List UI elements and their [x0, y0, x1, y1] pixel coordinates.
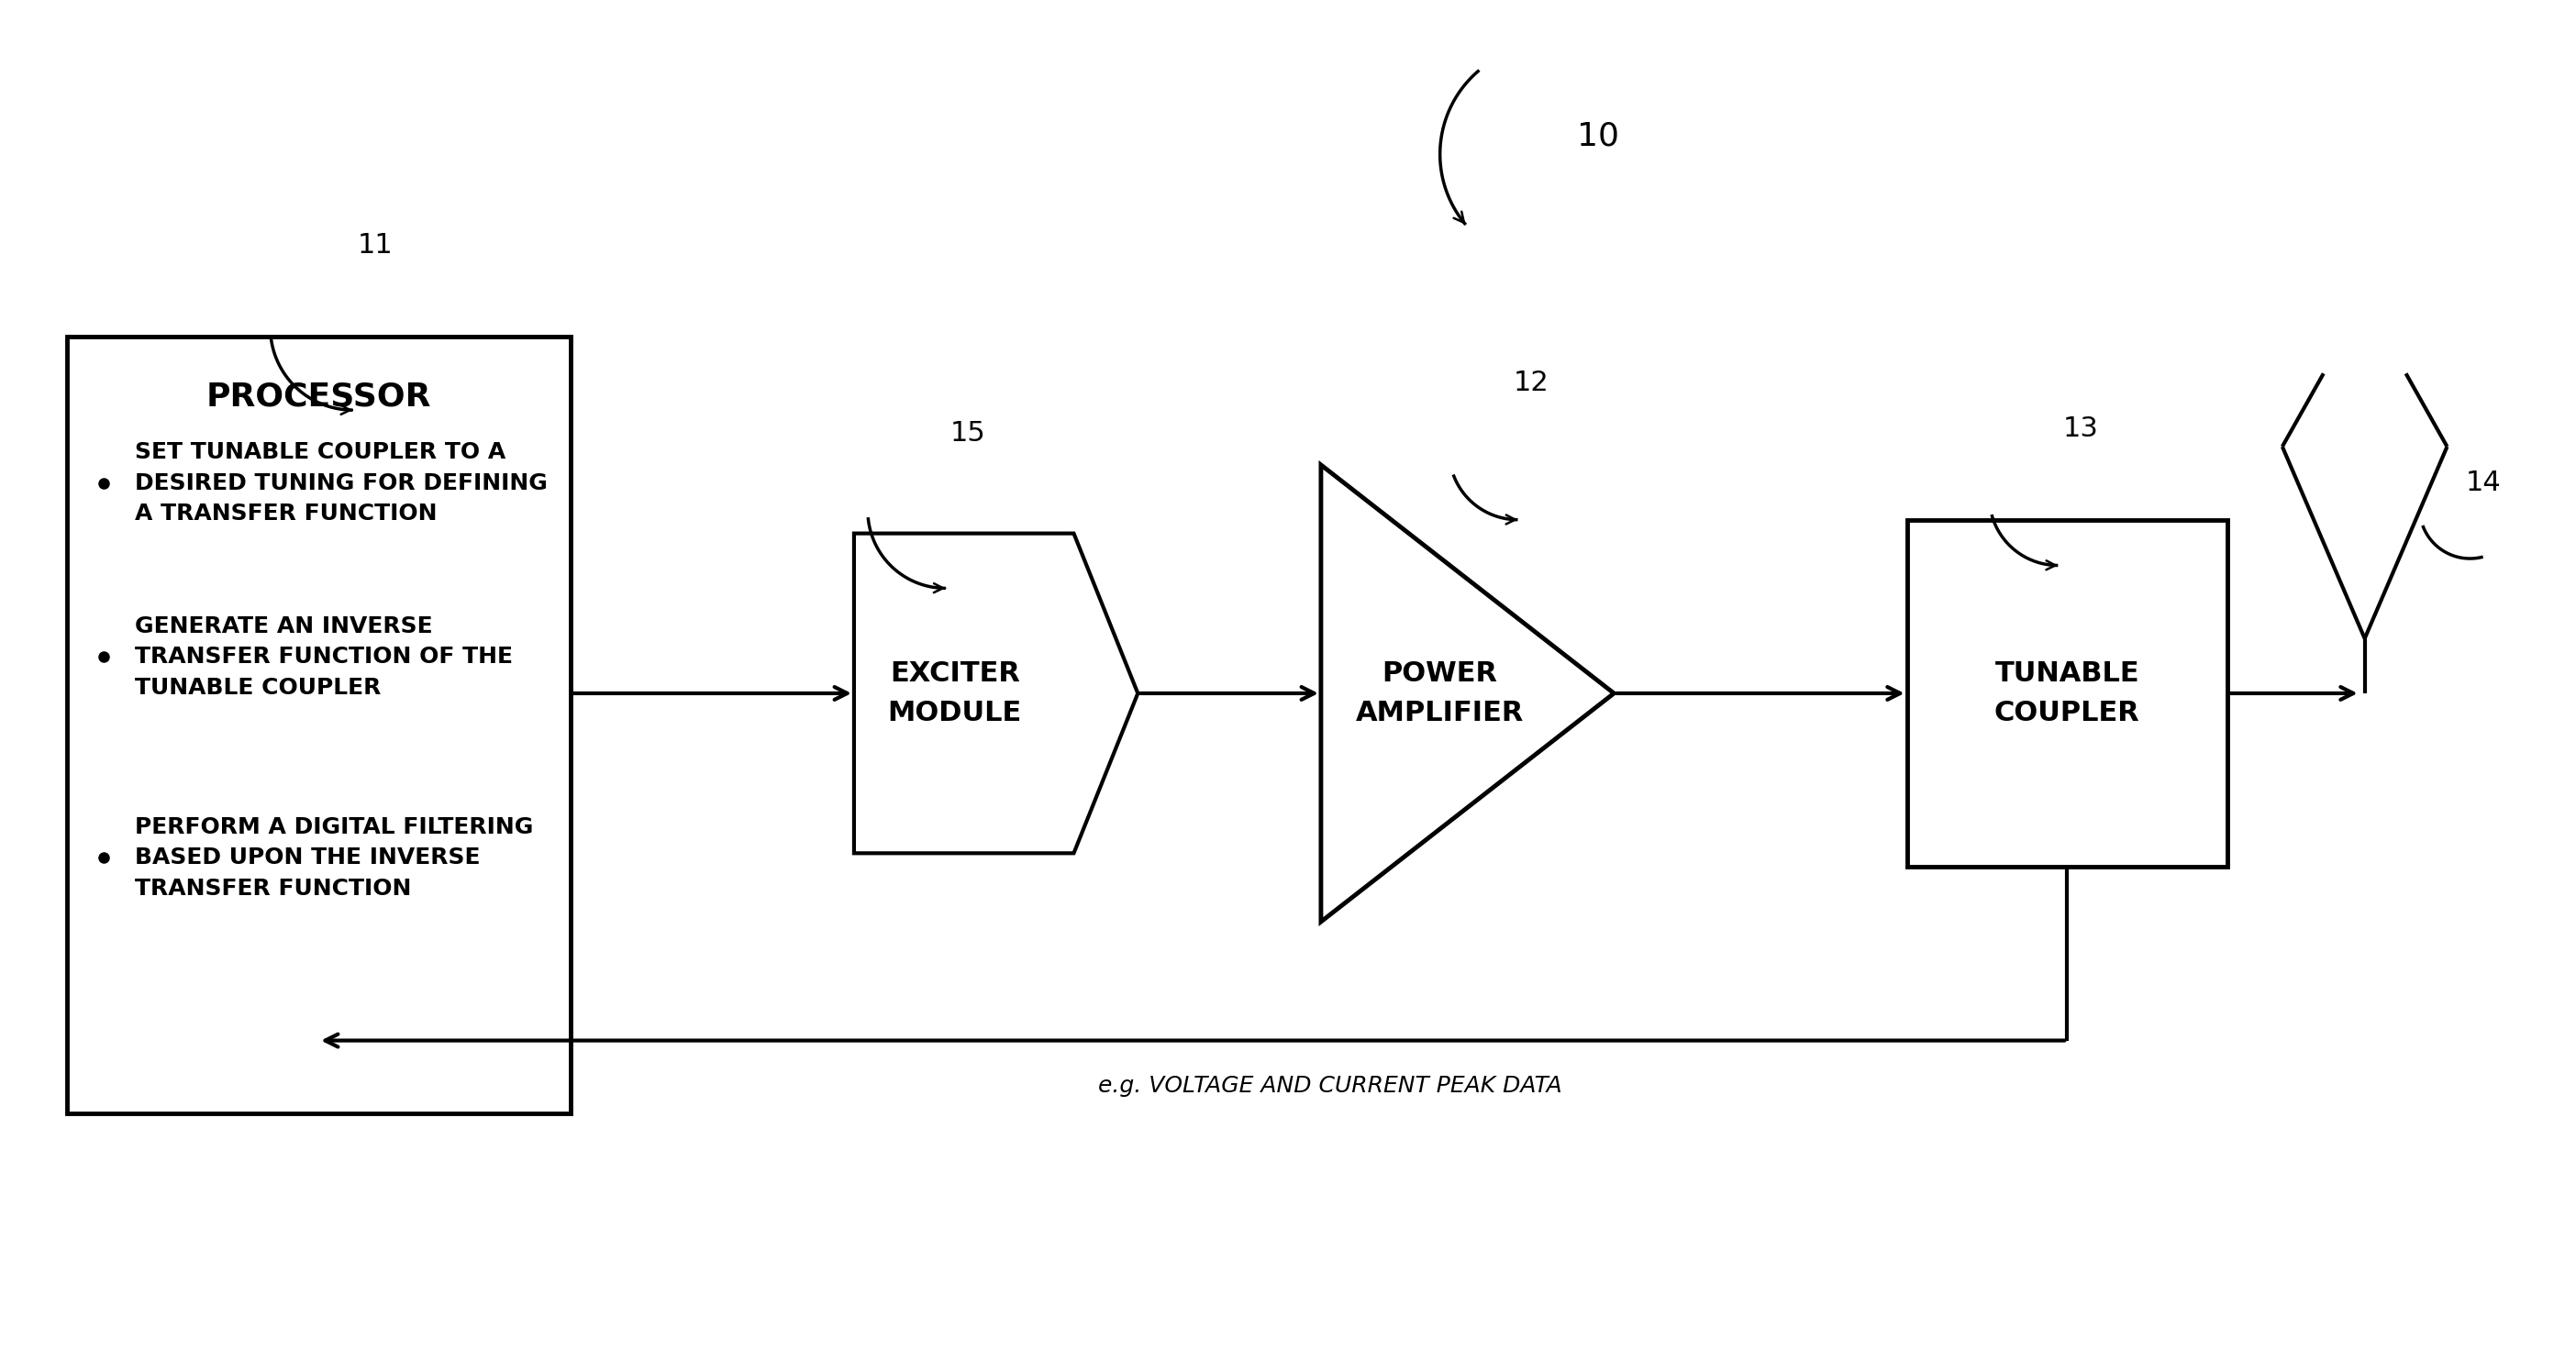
Text: PERFORM A DIGITAL FILTERING
BASED UPON THE INVERSE
TRANSFER FUNCTION: PERFORM A DIGITAL FILTERING BASED UPON T… — [137, 816, 533, 900]
Text: 11: 11 — [358, 232, 394, 259]
Text: TUNABLE
COUPLER: TUNABLE COUPLER — [1994, 660, 2141, 726]
Text: 10: 10 — [1577, 121, 1620, 151]
Bar — [1906, 520, 2228, 867]
Text: PROCESSOR: PROCESSOR — [206, 381, 430, 412]
Text: 12: 12 — [1512, 369, 1548, 397]
Text: SET TUNABLE COUPLER TO A
DESIRED TUNING FOR DEFINING
A TRANSFER FUNCTION: SET TUNABLE COUPLER TO A DESIRED TUNING … — [137, 442, 549, 525]
Text: 14: 14 — [2465, 469, 2501, 497]
Polygon shape — [1321, 465, 1615, 922]
Text: e.g. VOLTAGE AND CURRENT PEAK DATA: e.g. VOLTAGE AND CURRENT PEAK DATA — [1097, 1076, 1561, 1098]
Text: GENERATE AN INVERSE
TRANSFER FUNCTION OF THE
TUNABLE COUPLER: GENERATE AN INVERSE TRANSFER FUNCTION OF… — [137, 615, 513, 698]
Text: 15: 15 — [951, 420, 987, 446]
Polygon shape — [855, 534, 1139, 853]
Text: POWER
AMPLIFIER: POWER AMPLIFIER — [1355, 660, 1525, 726]
Bar — [67, 338, 569, 1114]
Text: EXCITER
MODULE: EXCITER MODULE — [889, 660, 1023, 726]
Text: 13: 13 — [2063, 416, 2099, 442]
